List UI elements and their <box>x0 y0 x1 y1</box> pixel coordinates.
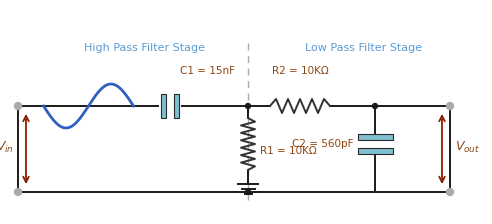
Text: High Pass Filter Stage: High Pass Filter Stage <box>84 43 205 53</box>
Text: C2 = 560pF: C2 = 560pF <box>292 139 353 149</box>
Bar <box>358 134 393 140</box>
Circle shape <box>14 189 22 196</box>
Bar <box>358 148 393 154</box>
Circle shape <box>14 103 22 110</box>
Bar <box>174 94 179 118</box>
Text: $V_{in}$: $V_{in}$ <box>0 140 14 155</box>
Text: C1 = 15nF: C1 = 15nF <box>180 66 235 76</box>
Circle shape <box>447 103 454 110</box>
Text: $V_{out}$: $V_{out}$ <box>455 140 480 155</box>
Text: R2 = 10KΩ: R2 = 10KΩ <box>272 66 328 76</box>
Text: Low Pass Filter Stage: Low Pass Filter Stage <box>306 43 423 53</box>
Text: R1 = 10KΩ: R1 = 10KΩ <box>260 146 317 156</box>
Circle shape <box>447 189 454 196</box>
Circle shape <box>246 103 250 108</box>
Circle shape <box>246 190 250 194</box>
Circle shape <box>372 103 377 108</box>
Bar <box>161 94 166 118</box>
